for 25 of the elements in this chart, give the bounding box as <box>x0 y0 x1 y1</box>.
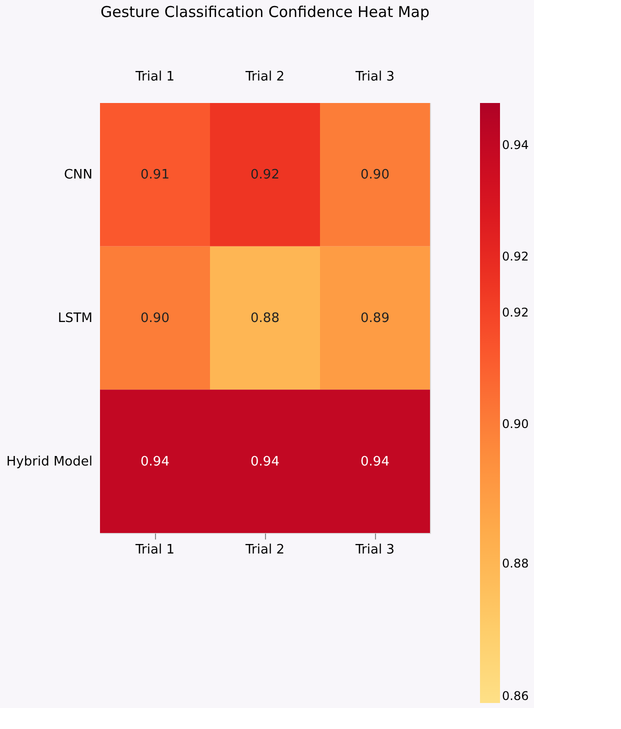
color-bar-label: 0.86 <box>502 689 529 703</box>
chart-title: Gesture Classification Confidence Heat Map <box>100 3 430 21</box>
color-bar-label: 0.92 <box>502 305 529 320</box>
color-bar-label: 0.88 <box>502 556 529 570</box>
color-bar-label: 0.94 <box>502 138 529 152</box>
data-label: 0.90 <box>360 168 390 183</box>
x-tick-label: Trial 3 <box>354 542 394 558</box>
data-label: 0.88 <box>250 311 280 326</box>
category-label: Trial 2 <box>246 70 284 84</box>
data-label: 0.91 <box>140 168 170 183</box>
data-label: 0.90 <box>140 311 170 326</box>
data-label: 0.94 <box>140 454 170 470</box>
category-label: Trial 1 <box>136 70 174 84</box>
data-label: 0.89 <box>360 311 390 326</box>
x-tick-label: Trial 1 <box>134 542 174 558</box>
data-label: 0.94 <box>250 454 280 470</box>
y-tick-label: LSTM <box>58 311 92 326</box>
y-tick-label: Hybrid Model <box>6 454 92 470</box>
category-label: Trial 3 <box>356 70 394 84</box>
data-label: 0.94 <box>360 454 390 470</box>
data-label: 0.92 <box>250 168 280 183</box>
x-tick-label: Trial 2 <box>244 542 284 558</box>
y-tick-label: CNN <box>64 168 92 183</box>
color-bar-label: 0.92 <box>502 249 529 264</box>
color-bar-label: 0.90 <box>502 416 529 431</box>
